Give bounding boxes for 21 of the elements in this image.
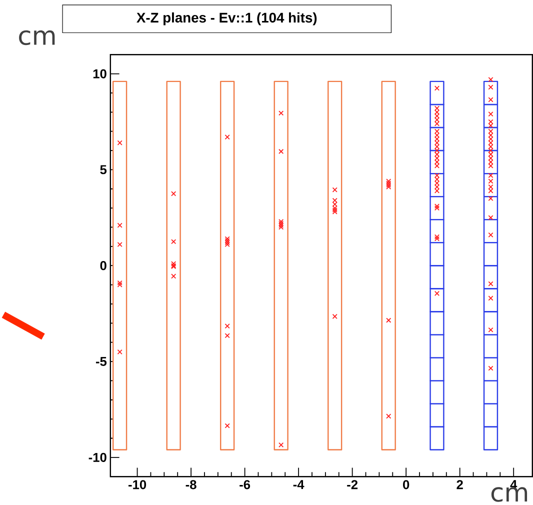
x-tick-label: 2	[456, 480, 463, 489]
chart-title: X-Z planes - Ev::1 (104 hits)	[136, 12, 317, 26]
bar	[220, 80, 235, 450]
bar	[112, 80, 128, 450]
x-tick-label: -10	[128, 480, 146, 490]
y-tick-label: -10	[88, 452, 106, 462]
x-tick-label: -6	[240, 480, 250, 490]
y-tick-label: -5	[96, 356, 107, 366]
y-axis-title: cm	[19, 30, 55, 46]
x-tick-label: 0	[403, 480, 410, 490]
y-tick-label: 0	[100, 260, 106, 270]
x-tick-label: -8	[186, 480, 196, 490]
y-tick-label: 5	[100, 165, 107, 174]
x-axis-title: cm	[491, 487, 528, 502]
x-tick-label: -4	[293, 480, 304, 489]
bar	[381, 80, 396, 450]
bar	[166, 80, 181, 450]
bar	[274, 80, 288, 450]
x-tick-label: -2	[347, 480, 358, 489]
bar	[328, 80, 342, 450]
y-tick-label: 10	[93, 69, 106, 78]
